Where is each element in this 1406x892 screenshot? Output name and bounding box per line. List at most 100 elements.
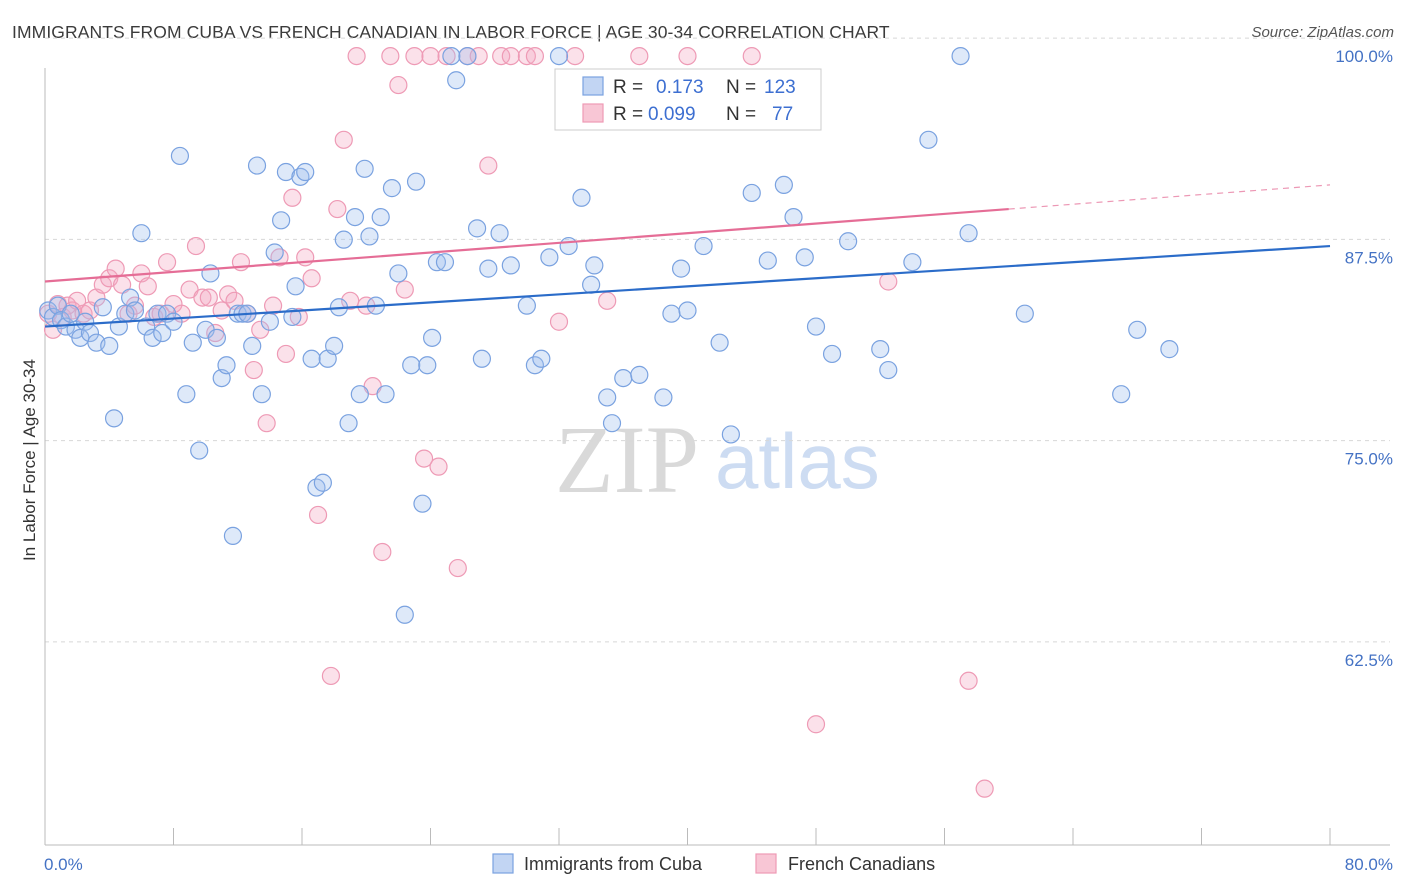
cuba-point bbox=[325, 336, 344, 355]
cuba-point bbox=[313, 473, 332, 492]
trend-lines bbox=[44, 184, 1331, 328]
cuba-point bbox=[183, 333, 202, 352]
french-point bbox=[421, 46, 440, 66]
watermark-atlas: atlas bbox=[715, 417, 880, 505]
cuba-point bbox=[442, 46, 461, 66]
cuba-point bbox=[472, 349, 491, 368]
french-point bbox=[742, 46, 761, 66]
cuba-point bbox=[345, 208, 365, 227]
french-point bbox=[347, 46, 366, 66]
cuba-point bbox=[302, 349, 321, 368]
cuba-point bbox=[413, 494, 432, 513]
cuba-point bbox=[549, 46, 569, 66]
cuba-point bbox=[654, 388, 673, 407]
cuba-point bbox=[48, 296, 67, 315]
cuba-point bbox=[630, 365, 649, 384]
french-point bbox=[193, 288, 212, 307]
stats-r-label-french: R = bbox=[613, 104, 643, 125]
cuba-point bbox=[678, 301, 697, 320]
cuba-point bbox=[903, 253, 922, 272]
y-axis-label: In Labor Force | Age 30-34 bbox=[20, 359, 39, 561]
cuba-point bbox=[260, 312, 279, 331]
axes bbox=[44, 68, 1390, 846]
cuba-point bbox=[402, 356, 421, 375]
cuba-point bbox=[585, 256, 604, 275]
series-immigrants-from-cuba bbox=[39, 46, 1179, 624]
x-tick-labels: 0.0% 80.0% bbox=[44, 855, 1393, 874]
cuba-point bbox=[540, 248, 559, 267]
trend-line-french-dashed bbox=[1008, 184, 1331, 210]
cuba-point bbox=[243, 336, 262, 355]
chart-title: IMMIGRANTS FROM CUBA VS FRENCH CANADIAN … bbox=[12, 22, 890, 42]
cuba-point bbox=[784, 208, 803, 227]
cuba-point bbox=[76, 312, 95, 331]
french-point bbox=[308, 505, 328, 525]
french-point bbox=[289, 307, 308, 327]
french-point bbox=[199, 288, 218, 307]
cuba-point bbox=[137, 317, 156, 336]
french-point bbox=[405, 46, 424, 66]
cuba-point bbox=[371, 208, 390, 227]
stats-n-label-french: N = bbox=[726, 104, 756, 125]
cuba-point bbox=[148, 304, 167, 323]
cuba-point bbox=[389, 264, 408, 283]
cuba-point bbox=[247, 156, 267, 175]
cuba-point bbox=[104, 409, 124, 428]
french-point bbox=[283, 188, 302, 207]
grid-lines bbox=[45, 37, 1390, 643]
cuba-point bbox=[710, 333, 729, 352]
cuba-point bbox=[207, 328, 226, 347]
french-point bbox=[479, 156, 498, 175]
cuba-point bbox=[170, 146, 190, 166]
stats-box: R = 0.173 N = 123 R = 0.099 N = 77 bbox=[554, 68, 822, 131]
cuba-point bbox=[360, 227, 379, 246]
x-tick-label: 80.0% bbox=[1345, 855, 1393, 874]
cuba-point bbox=[479, 259, 498, 278]
cuba-point bbox=[286, 277, 305, 296]
cuba-point bbox=[871, 340, 890, 359]
cuba-point bbox=[376, 385, 395, 404]
y-tick-label: 100.0% bbox=[1335, 47, 1393, 66]
french-point bbox=[975, 779, 994, 798]
cuba-point bbox=[572, 188, 591, 207]
french-point bbox=[437, 46, 456, 66]
legend-swatch-french bbox=[755, 853, 777, 874]
cuba-point bbox=[435, 253, 455, 272]
stats-r-value-french: 0.099 bbox=[648, 104, 696, 125]
cuba-point bbox=[382, 179, 402, 198]
cuba-point bbox=[265, 243, 284, 262]
cuba-point bbox=[951, 46, 970, 66]
cuba-point bbox=[458, 46, 477, 66]
cuba-point bbox=[272, 211, 291, 230]
french-point bbox=[257, 414, 276, 433]
french-point bbox=[959, 671, 978, 690]
french-point bbox=[806, 715, 826, 734]
cuba-point bbox=[334, 230, 353, 249]
legend-label-french: French Canadians bbox=[788, 854, 935, 874]
cuba-point bbox=[252, 385, 271, 404]
y-tick-label: 87.5% bbox=[1345, 248, 1393, 267]
cuba-point bbox=[447, 71, 466, 90]
y-tick-label: 75.0% bbox=[1345, 450, 1393, 469]
cuba-point bbox=[125, 301, 145, 320]
stats-r-value-cuba: 0.173 bbox=[656, 77, 704, 98]
watermark-zip: ZIP bbox=[555, 406, 699, 513]
cuba-point bbox=[614, 369, 633, 388]
french-point bbox=[321, 666, 341, 686]
french-point bbox=[373, 542, 392, 562]
cuba-point bbox=[501, 256, 520, 275]
cuba-point bbox=[582, 275, 601, 294]
cuba-point bbox=[490, 224, 509, 243]
legend-label-cuba: Immigrants from Cuba bbox=[524, 854, 703, 874]
french-point bbox=[363, 377, 382, 396]
french-point bbox=[879, 272, 898, 291]
cuba-point bbox=[671, 259, 691, 278]
french-point bbox=[525, 46, 545, 66]
cuba-point bbox=[217, 356, 236, 375]
french-point bbox=[381, 46, 400, 66]
french-point bbox=[549, 312, 569, 331]
stats-n-value-cuba: 123 bbox=[764, 77, 796, 98]
trend-line-cuba bbox=[44, 244, 1331, 328]
trend-line-french bbox=[44, 207, 1009, 283]
french-point bbox=[180, 280, 199, 299]
